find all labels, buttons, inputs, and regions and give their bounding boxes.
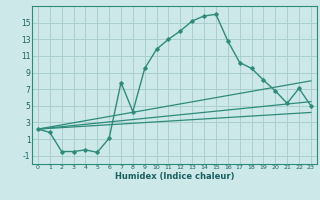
X-axis label: Humidex (Indice chaleur): Humidex (Indice chaleur) [115,172,234,181]
